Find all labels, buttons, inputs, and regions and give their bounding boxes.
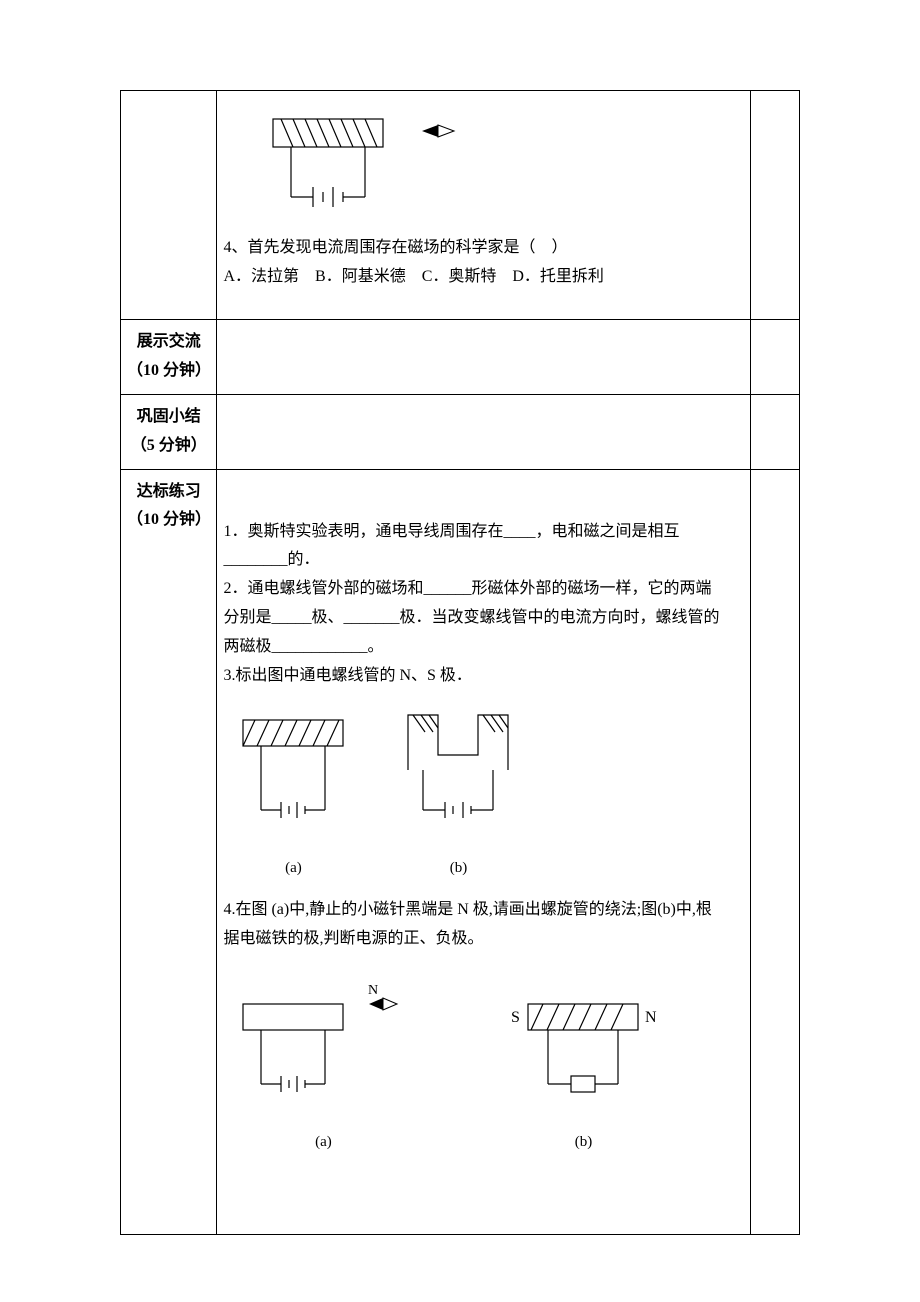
q4-line1: 4、首先发现电流周围存在磁场的科学家是（ ） bbox=[223, 234, 744, 263]
practice-label-1: 达标练习 bbox=[127, 478, 210, 507]
row1-side-cell bbox=[751, 91, 800, 320]
q3-cap-a: (a) bbox=[233, 855, 353, 882]
practice-side-cell bbox=[751, 469, 800, 1234]
row1-content-cell: 4、首先发现电流周围存在磁场的科学家是（ ） A．法拉第 B．阿基米德 C．奥斯… bbox=[217, 91, 751, 320]
p-q4a: 4.在图 (a)中,静止的小磁针黑端是 N 极,请画出螺旋管的绕法;图(b)中,… bbox=[223, 896, 744, 925]
q3-cap-b: (b) bbox=[383, 855, 533, 882]
summary-label-cell: 巩固小结 （5 分钟） bbox=[121, 394, 217, 469]
q4-fig-b: S N (b) bbox=[493, 994, 673, 1156]
exchange-side-cell bbox=[751, 320, 800, 395]
q4-cap-b: (b) bbox=[493, 1129, 673, 1156]
row1-label-cell bbox=[121, 91, 217, 320]
q3-fig-a: (a) bbox=[233, 710, 353, 882]
exchange-label-1: 展示交流 bbox=[127, 328, 210, 357]
exchange-label-2: （10 分钟） bbox=[127, 357, 210, 386]
practice-content-cell: 1．奥斯特实验表明，通电导线周围存在____，电和磁之间是相互 ________… bbox=[217, 469, 751, 1234]
q4b-S-label: S bbox=[511, 1009, 520, 1026]
p-q2b: 分别是_____极、_______极．当改变螺线管中的电流方向时，螺线管的 bbox=[223, 604, 744, 633]
q4-fig-a: N (a) bbox=[233, 984, 413, 1156]
exchange-label-cell: 展示交流 （10 分钟） bbox=[121, 320, 217, 395]
summary-side-cell bbox=[751, 394, 800, 469]
lesson-table: 4、首先发现电流周围存在磁场的科学家是（ ） A．法拉第 B．阿基米德 C．奥斯… bbox=[120, 90, 800, 1235]
practice-text-block: 1．奥斯特实验表明，通电导线周围存在____，电和磁之间是相互 ________… bbox=[223, 518, 744, 691]
solenoid-fig-q3top bbox=[263, 109, 744, 220]
p-q3: 3.标出图中通电螺线管的 N、S 极． bbox=[223, 662, 744, 691]
q4b-N-label: N bbox=[645, 1009, 657, 1026]
summary-content-cell bbox=[217, 394, 751, 469]
summary-label-2: （5 分钟） bbox=[127, 432, 210, 461]
p-q2c: 两磁极____________。 bbox=[223, 633, 744, 662]
p-q1b: ________的． bbox=[223, 546, 744, 575]
p-q1a: 1．奥斯特实验表明，通电导线周围存在____，电和磁之间是相互 bbox=[223, 518, 744, 547]
q3-figure-row: (a) bbox=[233, 710, 744, 882]
practice-label-cell: 达标练习 （10 分钟） bbox=[121, 469, 217, 1234]
q4-figure-row: N (a) bbox=[233, 984, 744, 1156]
q4-line2: A．法拉第 B．阿基米德 C．奥斯特 D．托里拆利 bbox=[223, 263, 744, 292]
compass-n-label: N bbox=[368, 984, 378, 998]
summary-label-1: 巩固小结 bbox=[127, 403, 210, 432]
q4-cap-a: (a) bbox=[233, 1129, 413, 1156]
q3-fig-b: (b) bbox=[383, 710, 533, 882]
practice-label-2: （10 分钟） bbox=[127, 506, 210, 535]
exchange-content-cell bbox=[217, 320, 751, 395]
p-q4b: 据电磁铁的极,判断电源的正、负极。 bbox=[223, 925, 744, 954]
p-q2a: 2．通电螺线管外部的磁场和______形磁体外部的磁场一样，它的两端 bbox=[223, 575, 744, 604]
